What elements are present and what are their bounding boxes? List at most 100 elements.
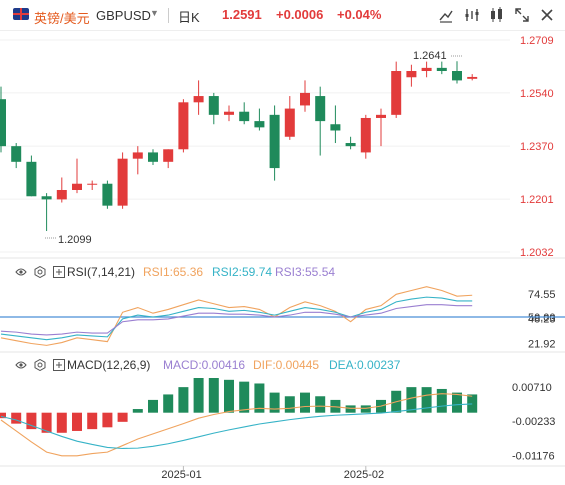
candle-body	[452, 71, 462, 81]
candle-body	[345, 143, 356, 147]
candle-body	[148, 152, 158, 162]
candle-body	[72, 183, 82, 190]
macd-bar	[0, 412, 6, 419]
rsi-tick-label: 50.00	[528, 312, 556, 324]
symbol-name[interactable]: 英镑/美元	[34, 11, 90, 26]
candle-body	[26, 161, 37, 197]
high-annotation: 1.2641	[413, 50, 447, 62]
candle-body	[269, 114, 280, 169]
low-annotation: 1.2099	[58, 234, 92, 246]
candle-body	[132, 152, 143, 159]
dif-value: DIF:0.00445	[253, 358, 320, 372]
macd-bar	[467, 394, 478, 413]
macd-bar	[239, 381, 250, 413]
chart-header: 英镑/美元 GBPUSD ▼ 日K 1.2591 +0.0006 +0.04%	[0, 0, 565, 31]
macd-tick-label: -0.00233	[512, 416, 555, 428]
candle-body	[87, 183, 98, 185]
rsi3-value: RSI3:55.54	[275, 265, 336, 279]
eye-icon[interactable]	[15, 266, 27, 278]
price-tick-label: 1.2201	[520, 194, 554, 206]
macd-bar	[87, 412, 98, 430]
candle-body	[239, 111, 250, 122]
macd-bar	[315, 396, 326, 413]
macd-bar	[345, 405, 356, 413]
rsi-line-rsi1	[0, 286, 473, 346]
candle-body	[224, 111, 234, 115]
candle-body	[284, 108, 295, 137]
line-drawing-icon[interactable]	[437, 6, 455, 24]
candle-body	[421, 67, 432, 72]
rsi-title: RSI(7,14,21)	[67, 265, 136, 279]
macd-bar	[193, 378, 204, 413]
candle-body	[360, 117, 371, 153]
candle-body	[467, 76, 478, 79]
candle-body	[315, 96, 326, 122]
last-price: 1.2591	[222, 7, 262, 22]
candle-body	[391, 71, 402, 115]
indicator-icon[interactable]	[463, 6, 481, 24]
close-icon[interactable]	[538, 6, 556, 24]
macd-bar	[102, 412, 113, 428]
rsi-tick-label: 74.55	[528, 289, 556, 301]
candle-body	[178, 102, 189, 150]
macd-bar	[208, 378, 219, 413]
macd-bar	[72, 412, 82, 431]
candle-body	[300, 92, 310, 106]
macd-tick-label: -0.01176	[512, 451, 555, 463]
macd-bar	[269, 392, 280, 413]
macd-bar	[284, 396, 295, 413]
macd-bar	[11, 412, 22, 424]
rsi-line-rsi2	[0, 296, 473, 341]
candle-body	[193, 96, 204, 103]
candle-body	[376, 114, 386, 118]
macd-bar	[224, 379, 234, 413]
fullscreen-icon[interactable]	[513, 6, 531, 24]
price-tick-label: 1.2370	[520, 141, 554, 153]
macd-bar	[26, 412, 37, 430]
compare-icon[interactable]	[488, 6, 506, 24]
period-selector[interactable]: 日K	[178, 10, 200, 25]
rsi-tick-label: 48.23	[528, 314, 556, 326]
candle-body	[41, 196, 52, 200]
dea-value: DEA:0.00237	[329, 358, 401, 372]
candle-body	[102, 183, 113, 206]
candles	[0, 61, 478, 232]
macd-bar	[178, 387, 189, 413]
candle-body	[56, 189, 67, 200]
rsi1-value: RSI1:65.36	[143, 265, 204, 279]
candle-body	[330, 124, 341, 131]
macd-bar	[436, 388, 447, 413]
macd-bar	[421, 387, 432, 413]
macd-bar	[300, 392, 310, 413]
symbol-code[interactable]: GBPUSD	[96, 8, 151, 23]
price-tick-label: 1.2540	[520, 88, 554, 100]
macd-dif-line	[0, 393, 473, 457]
expand-icon[interactable]	[53, 359, 65, 371]
candle-body	[117, 158, 128, 206]
expand-icon[interactable]	[53, 266, 65, 278]
rsi2-value: RSI2:59.74	[212, 265, 273, 279]
macd-bar	[406, 387, 417, 413]
macd-bar	[41, 412, 52, 433]
macd-title: MACD(12,26,9)	[67, 358, 151, 372]
rsi-tick-label: 21.92	[528, 339, 556, 351]
uk-flag-icon	[13, 8, 29, 20]
settings-icon[interactable]	[34, 359, 46, 371]
macd-bar	[360, 405, 371, 413]
price-change: +0.0006	[276, 7, 324, 22]
divider	[168, 8, 169, 23]
x-tick-label: 2025-02	[344, 469, 384, 481]
price-axis: 1.2709 1.2540 1.2370 1.2201 1.2032	[520, 35, 554, 259]
macd-value: MACD:0.00416	[163, 358, 246, 372]
candle-body	[436, 67, 447, 72]
macd-bar	[148, 399, 158, 413]
candle-body	[0, 99, 6, 147]
price-tick-label: 1.2709	[520, 35, 554, 47]
eye-icon[interactable]	[15, 359, 27, 371]
time-axis: 2025-01 2025-02	[161, 466, 384, 481]
grid	[0, 39, 565, 467]
chevron-down-icon[interactable]: ▼	[150, 8, 159, 18]
settings-icon[interactable]	[34, 266, 46, 278]
